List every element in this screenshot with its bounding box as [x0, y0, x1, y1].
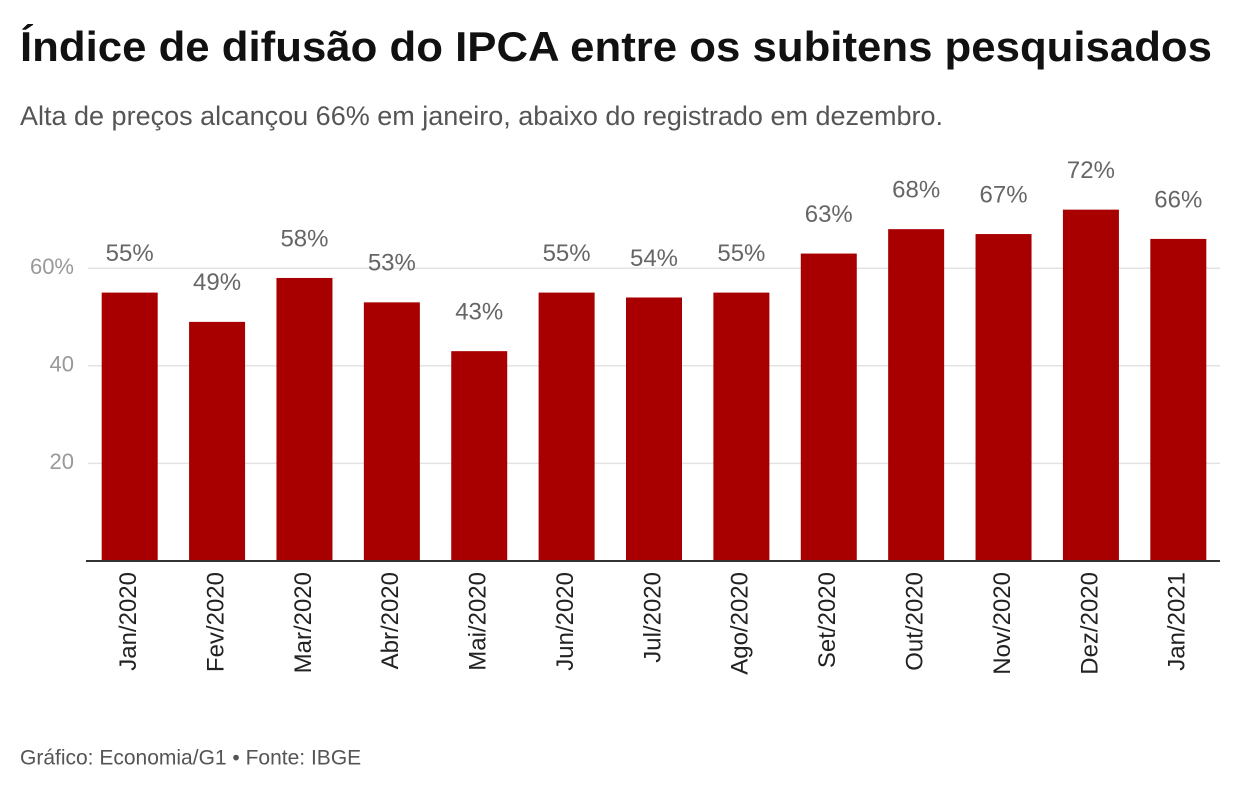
value-label: 63% — [805, 201, 853, 228]
chart-subtitle: Alta de preços alcançou 66% em janeiro, … — [20, 101, 943, 131]
source-note: Gráfico: Economia/G1 • Fonte: IBGE — [20, 747, 361, 770]
value-label: 53% — [368, 250, 416, 277]
bar — [975, 234, 1032, 562]
x-tick-label: Abr/2020 — [377, 572, 404, 669]
value-label: 58% — [280, 225, 328, 252]
bar — [451, 351, 508, 561]
x-tick-label: Jun/2020 — [552, 572, 579, 671]
x-tick-label: Jul/2020 — [639, 572, 666, 663]
bar — [1150, 238, 1207, 562]
bar — [363, 302, 420, 561]
x-tick-label: Jan/2020 — [115, 572, 142, 671]
value-label: 43% — [455, 299, 503, 326]
bar — [626, 297, 682, 561]
value-label: 67% — [980, 181, 1028, 208]
bar — [1062, 209, 1119, 561]
x-tick-label: Fev/2020 — [202, 572, 229, 672]
value-label: 68% — [892, 177, 940, 204]
x-tick-label: Set/2020 — [814, 572, 841, 668]
value-label: 55% — [717, 240, 765, 267]
x-tick-label: Nov/2020 — [989, 572, 1016, 675]
bar — [888, 229, 945, 561]
bar — [276, 277, 333, 561]
y-tick-label: 60% — [30, 254, 74, 279]
bar — [538, 292, 595, 561]
x-tick-label: Out/2020 — [901, 572, 928, 671]
value-label: 49% — [193, 269, 241, 296]
bar — [713, 292, 770, 561]
bar — [189, 321, 246, 561]
value-label: 72% — [1067, 157, 1115, 184]
value-label: 55% — [106, 240, 154, 267]
value-label: 54% — [630, 245, 678, 272]
x-tick-label: Mar/2020 — [290, 572, 317, 673]
value-label: 66% — [1154, 186, 1202, 213]
x-tick-label: Ago/2020 — [727, 572, 754, 675]
chart-title: Índice de difusão do IPCA entre os subit… — [20, 23, 1212, 70]
x-tick-label: Dez/2020 — [1076, 572, 1103, 675]
bar — [101, 292, 158, 561]
y-tick-label: 20 — [50, 449, 74, 474]
x-tick-label: Jan/2021 — [1164, 572, 1191, 671]
value-label: 55% — [543, 240, 591, 267]
x-tick-label: Mai/2020 — [465, 572, 492, 671]
y-tick-label: 40 — [50, 352, 74, 377]
bar — [800, 253, 857, 561]
